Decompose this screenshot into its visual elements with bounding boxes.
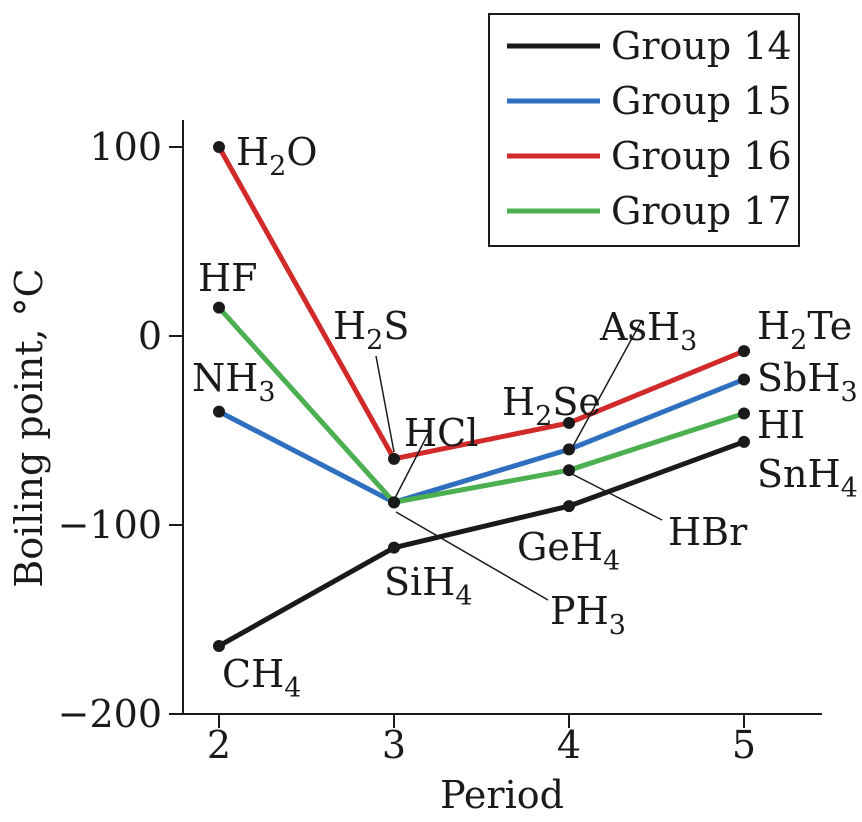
- group-16-point: [213, 141, 225, 153]
- x-axis-title: Period: [440, 773, 564, 817]
- point-label: HF: [198, 256, 258, 300]
- x-tick-label: 4: [557, 723, 581, 767]
- point-label: H2O: [236, 130, 317, 182]
- point-label: CH4: [222, 652, 301, 704]
- group-14-point: [738, 435, 750, 448]
- legend-label: Group 17: [611, 189, 792, 233]
- leader-line: [393, 429, 431, 501]
- group-16-point: [563, 416, 575, 429]
- group-14-point: [213, 639, 225, 652]
- group-15-point: [563, 443, 575, 456]
- point-label: H2S: [333, 304, 409, 356]
- leader-line: [375, 355, 395, 453]
- group-17-line: [217, 305, 745, 505]
- x-tick-label: 3: [382, 723, 406, 767]
- point-label: SbH3: [757, 356, 858, 408]
- group-14-point: [563, 500, 575, 513]
- group-17-point: [563, 464, 575, 477]
- group-16-point: [738, 345, 750, 358]
- x-tick-label: 2: [207, 723, 231, 767]
- legend: Group 14 Group 15 Group 16 Group 17: [488, 13, 800, 247]
- legend-label: Group 16: [611, 134, 792, 178]
- y-tick-label: −200: [58, 692, 162, 736]
- series-points: [213, 141, 750, 652]
- group-17-point: [213, 301, 225, 314]
- group-15-point: [213, 405, 225, 418]
- group-16-point: [388, 452, 400, 465]
- legend-box: [488, 13, 800, 247]
- y-ticks: 100 0 −100 −200: [58, 125, 183, 736]
- label-leader-lines: [375, 319, 663, 601]
- point-labels: CH4 SiH4 GeH4 SnH4 NH3 PH3 AsH3 SbH3 H2O H2S H2Se H…: [192, 130, 858, 704]
- axes: [182, 120, 822, 715]
- group-17-point: [738, 407, 750, 420]
- group-15-point: [738, 373, 750, 386]
- point-label: H2Te: [757, 304, 852, 356]
- group-17-point: [388, 496, 400, 509]
- point-label: SiH4: [384, 560, 473, 612]
- y-tick-label: −100: [58, 503, 162, 547]
- group-15-line: [217, 377, 745, 505]
- legend-label: Group 15: [611, 79, 792, 123]
- y-tick-label: 100: [89, 125, 162, 169]
- group-16-line: [216, 145, 745, 462]
- point-label: SnH4: [757, 452, 858, 504]
- y-axis-title: Boiling point, °C: [7, 268, 51, 587]
- x-ticks: 2 3 4 5: [207, 714, 756, 767]
- legend-label: Group 14: [611, 24, 792, 68]
- series-lines: [216, 145, 745, 649]
- point-label: HCl: [404, 411, 478, 455]
- point-label: HBr: [668, 510, 748, 554]
- point-label: PH3: [550, 589, 626, 641]
- leader-line: [395, 511, 549, 601]
- point-label: H2Se: [502, 380, 601, 432]
- point-label: GeH4: [517, 525, 620, 577]
- point-label: NH3: [192, 356, 276, 408]
- y-tick-label: 0: [138, 314, 162, 358]
- point-label: HI: [757, 403, 805, 447]
- leader-line: [571, 473, 663, 521]
- point-label: AsH3: [599, 305, 697, 357]
- group-14-point: [388, 541, 400, 554]
- x-tick-label: 5: [732, 723, 756, 767]
- leader-line: [571, 319, 643, 449]
- group-14-line: [217, 439, 745, 649]
